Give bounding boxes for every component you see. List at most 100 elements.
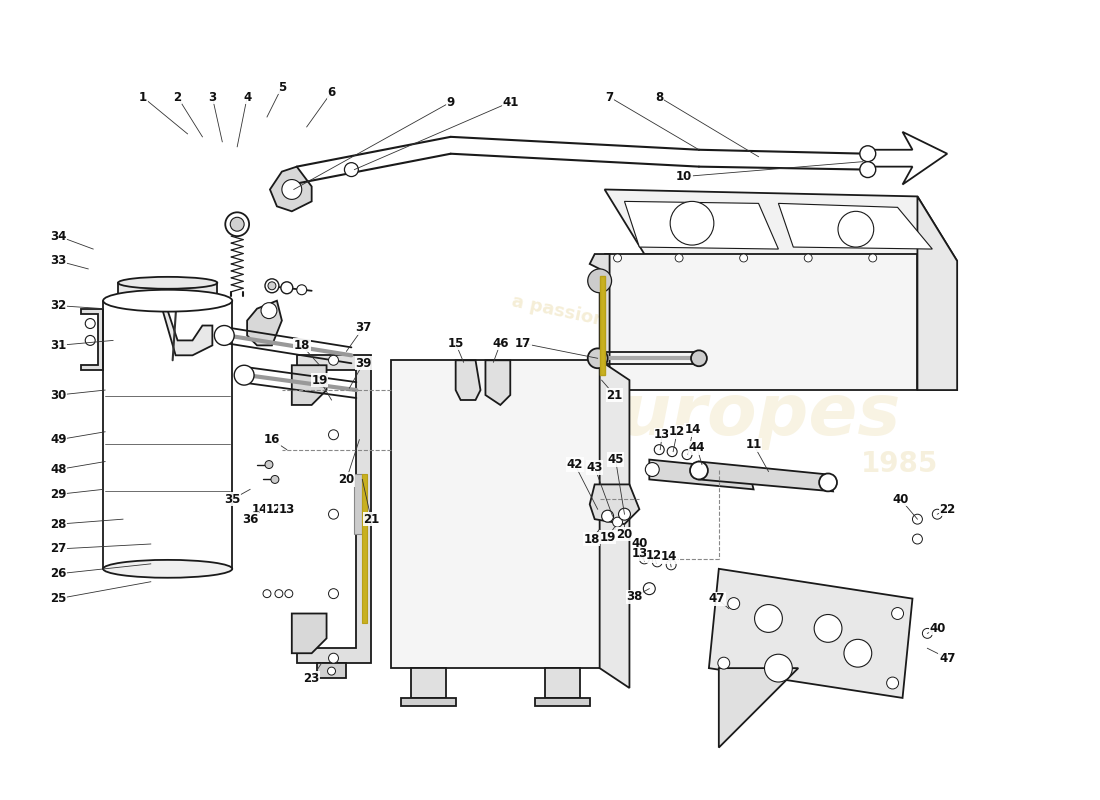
Circle shape (739, 254, 748, 262)
Circle shape (682, 450, 692, 459)
Bar (600, 276, 605, 375)
Text: 17: 17 (515, 337, 531, 350)
Polygon shape (270, 166, 311, 211)
Bar (402, 698, 455, 706)
Circle shape (820, 474, 837, 491)
Circle shape (892, 607, 903, 619)
Text: 23: 23 (304, 671, 320, 685)
Text: 6: 6 (328, 86, 336, 98)
Circle shape (344, 162, 359, 177)
Text: 42: 42 (566, 458, 583, 471)
Bar (317, 663, 346, 678)
Circle shape (639, 554, 649, 564)
Text: 29: 29 (51, 488, 67, 501)
Circle shape (614, 254, 622, 262)
Polygon shape (708, 569, 913, 698)
Ellipse shape (118, 277, 218, 289)
Circle shape (234, 366, 254, 385)
Text: 13: 13 (654, 428, 670, 442)
Text: 11: 11 (746, 438, 761, 451)
Circle shape (329, 510, 339, 519)
Circle shape (261, 302, 277, 318)
Text: 20: 20 (616, 527, 632, 541)
Bar (354, 474, 362, 534)
Polygon shape (153, 296, 212, 355)
Polygon shape (590, 254, 609, 390)
Text: a passion for parts: a passion for parts (509, 292, 700, 349)
Text: 13: 13 (631, 547, 648, 561)
Circle shape (230, 218, 244, 231)
Text: 21: 21 (606, 389, 623, 402)
Text: 7: 7 (605, 90, 614, 104)
Text: 47: 47 (939, 652, 956, 665)
Circle shape (328, 667, 336, 675)
Circle shape (923, 629, 933, 638)
Text: 16: 16 (264, 434, 280, 446)
Text: 19: 19 (311, 374, 328, 386)
Polygon shape (779, 203, 933, 249)
Circle shape (913, 534, 923, 544)
Circle shape (86, 318, 96, 329)
Text: 15: 15 (448, 337, 464, 350)
Text: 22: 22 (939, 502, 955, 516)
Text: 43: 43 (586, 461, 603, 474)
Circle shape (263, 590, 271, 598)
Text: 33: 33 (51, 254, 67, 267)
Text: 48: 48 (51, 463, 67, 476)
Circle shape (844, 639, 871, 667)
Polygon shape (292, 614, 327, 654)
Bar (544, 668, 580, 698)
Circle shape (644, 582, 656, 594)
Polygon shape (605, 254, 917, 390)
Text: 13: 13 (278, 502, 295, 516)
Circle shape (646, 462, 659, 477)
Polygon shape (292, 366, 327, 405)
Circle shape (804, 254, 812, 262)
Circle shape (814, 614, 842, 642)
Text: 2: 2 (174, 90, 182, 104)
Text: 38: 38 (626, 590, 642, 603)
Circle shape (913, 514, 923, 524)
Circle shape (602, 510, 614, 522)
Circle shape (654, 445, 664, 454)
Circle shape (282, 179, 301, 199)
Text: 37: 37 (355, 321, 372, 334)
Circle shape (275, 590, 283, 598)
Polygon shape (649, 459, 754, 490)
Polygon shape (248, 301, 282, 346)
Circle shape (226, 212, 249, 236)
Text: 18: 18 (294, 339, 310, 352)
Text: 12: 12 (266, 502, 282, 516)
Circle shape (691, 350, 707, 366)
Bar (392, 360, 600, 668)
Circle shape (887, 677, 899, 689)
Text: 47: 47 (708, 592, 725, 605)
Polygon shape (605, 190, 957, 261)
Text: 28: 28 (51, 518, 67, 530)
Text: 12: 12 (646, 550, 662, 562)
Polygon shape (698, 462, 833, 491)
Polygon shape (917, 197, 957, 390)
Circle shape (329, 355, 339, 366)
Circle shape (755, 605, 782, 632)
Circle shape (667, 560, 676, 570)
Text: 30: 30 (51, 389, 67, 402)
Text: 39: 39 (355, 357, 372, 370)
Text: 18: 18 (583, 533, 600, 546)
Circle shape (329, 430, 339, 440)
Circle shape (668, 446, 678, 457)
Circle shape (618, 508, 630, 520)
Circle shape (297, 285, 307, 294)
Text: 26: 26 (51, 567, 67, 580)
Text: 14: 14 (252, 502, 268, 516)
Text: 41: 41 (502, 95, 518, 109)
Circle shape (860, 146, 876, 162)
Text: 35: 35 (224, 493, 241, 506)
Circle shape (265, 279, 279, 293)
Circle shape (728, 598, 739, 610)
Text: 5: 5 (277, 81, 286, 94)
Polygon shape (600, 360, 629, 688)
Ellipse shape (103, 560, 232, 578)
Circle shape (860, 162, 876, 178)
Text: 31: 31 (51, 339, 67, 352)
